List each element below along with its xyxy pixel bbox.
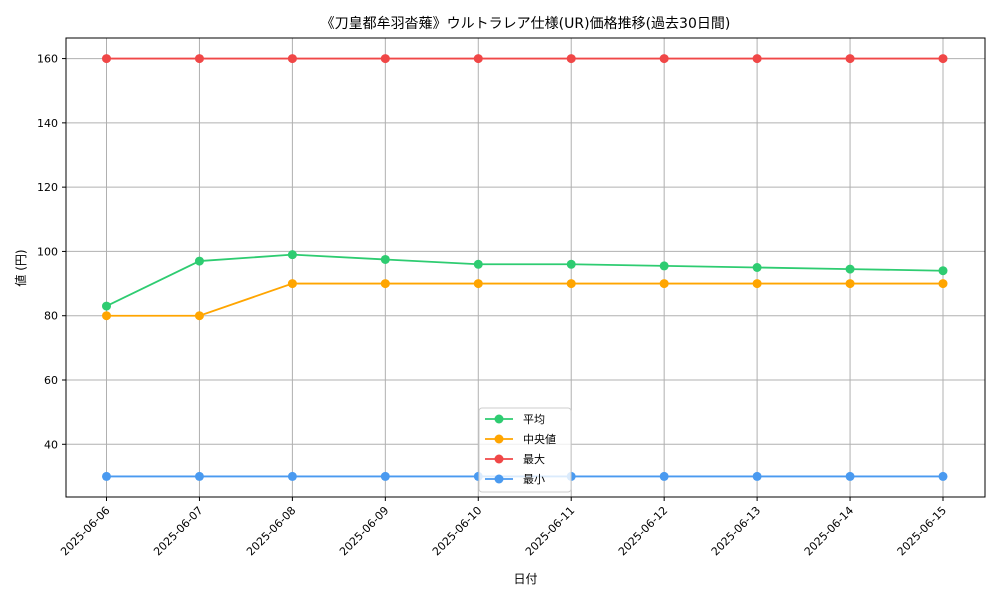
data-point (566, 279, 576, 289)
series-group (102, 54, 948, 481)
y-tick-label: 120 (37, 181, 58, 194)
legend-box (478, 407, 572, 493)
data-point (194, 311, 204, 321)
data-point (938, 279, 948, 289)
data-point (473, 54, 483, 64)
series-line (106, 253, 944, 307)
data-point (845, 54, 855, 64)
legend-label: 平均 (523, 413, 545, 426)
data-point (102, 311, 111, 321)
data-point (659, 261, 669, 271)
data-point (380, 279, 390, 289)
data-point (752, 263, 762, 272)
legend-swatch-marker (494, 474, 504, 484)
data-point (287, 471, 297, 481)
data-point (845, 264, 855, 274)
data-point (659, 279, 669, 289)
data-point (938, 471, 948, 481)
y-tick-label: 60 (44, 374, 58, 387)
data-point (473, 259, 483, 269)
data-point (473, 279, 483, 289)
data-point (194, 256, 204, 266)
y-tick-label: 80 (44, 310, 58, 323)
series-line (106, 282, 943, 317)
legend-swatch-marker (494, 434, 504, 444)
data-point (287, 279, 297, 289)
data-point (752, 54, 762, 64)
data-point (194, 471, 204, 481)
data-point (287, 250, 297, 260)
data-point (938, 54, 948, 64)
legend-swatch-marker (494, 454, 504, 464)
legend-label: 最小 (523, 473, 545, 486)
data-point (380, 54, 390, 64)
data-point (287, 54, 297, 64)
data-point (380, 471, 390, 481)
data-point (102, 471, 111, 481)
y-tick-label: 140 (37, 117, 58, 130)
x-axis-label: 日付 (513, 572, 537, 586)
data-point (845, 471, 855, 481)
data-point (659, 471, 669, 481)
chart-title: 《刀皇都牟羽沓薙》ウルトラレア仕様(UR)価格推移(過去30日間) (321, 16, 731, 32)
data-point (102, 301, 111, 311)
y-tick-label: 100 (37, 245, 58, 258)
data-point (938, 266, 948, 276)
data-point (102, 54, 111, 64)
data-point (194, 54, 204, 64)
data-point (752, 471, 762, 481)
legend-label: 最大 (523, 452, 545, 466)
legend-swatch-marker (494, 414, 504, 424)
data-point (845, 279, 855, 289)
y-tick-label: 40 (44, 438, 58, 451)
data-point (752, 279, 762, 289)
data-point (659, 54, 669, 64)
legend-label: 中央値 (523, 433, 556, 446)
plot-frame (65, 37, 986, 498)
y-tick-label: 160 (37, 53, 58, 66)
data-point (566, 259, 576, 269)
data-point (566, 54, 576, 64)
y-axis-label: 値 (円) (13, 249, 28, 286)
data-point (380, 254, 390, 264)
